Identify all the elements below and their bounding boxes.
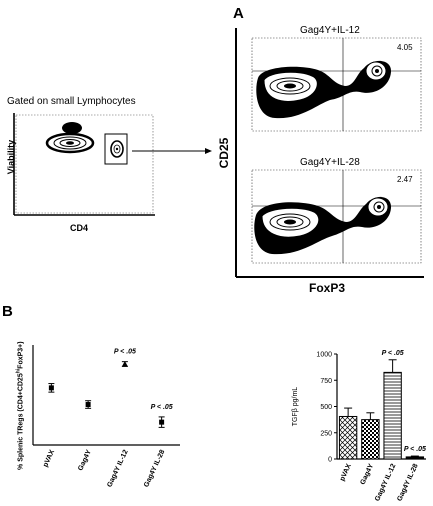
flow-plot-il12	[251, 37, 422, 132]
scatter-point	[85, 402, 91, 408]
scatter-point	[48, 385, 54, 391]
left-flow-plot	[13, 113, 212, 216]
bar-annotation: P < .05	[404, 446, 426, 453]
scatter-point	[121, 361, 128, 367]
foxp3-axis-label: FoxP3	[309, 281, 346, 295]
scatter-tick-label: pVAX	[42, 449, 56, 469]
bar-y-tick-label: 250	[320, 430, 332, 437]
panel-a-letter: A	[233, 5, 244, 22]
bar	[405, 456, 425, 460]
bar	[338, 415, 358, 460]
bar-tick-label: Gag4Y IL-28	[396, 463, 419, 503]
bar-tick-label: Gag4Y IL-12	[374, 463, 397, 503]
treg-scatter-chart: pVAX Gag4Y Gag4Y IL-12 Gag4Y IL-28 P < .05 P …	[32, 345, 180, 489]
bar-y-tick-label: 0	[328, 457, 332, 464]
plot-il12-percent: 4.05	[397, 43, 413, 52]
scatter-annotation: P < .05	[151, 404, 173, 411]
plot-il28-percent: 2.47	[397, 175, 413, 184]
bar	[383, 371, 402, 460]
bar	[361, 419, 380, 460]
bar-y-tick-label: 750	[320, 378, 332, 385]
bar-y-tick-label: 500	[320, 404, 332, 411]
bar-y-axis-label: TGFβ pg/mL	[292, 387, 299, 427]
scatter-tick-label: Gag4Y IL-28	[143, 449, 166, 489]
flow-plot-il28	[251, 169, 422, 264]
panel-b-letter: B	[2, 303, 13, 320]
plot-il12-title: Gag4Y+IL-12	[300, 25, 360, 36]
right-flow-axes	[235, 28, 424, 278]
bar-tick-label: Gag4Y	[359, 463, 375, 486]
bar-tick-label: pVAX	[339, 463, 353, 483]
bar-annotation: P < .05	[382, 350, 404, 357]
scatter-tick-label: Gag4Y	[77, 449, 93, 472]
plot-il28-title: Gag4Y+IL-28	[300, 157, 360, 168]
gate-label: Gated on small Lymphocytes	[7, 96, 136, 107]
scatter-point	[159, 419, 165, 425]
scatter-annotation: P < .05	[114, 349, 136, 356]
scatter-tick-label: Gag4Y IL-12	[106, 449, 129, 489]
bar-y-tick-label: 1000	[316, 352, 332, 359]
cd4-axis-label: CD4	[70, 223, 89, 233]
